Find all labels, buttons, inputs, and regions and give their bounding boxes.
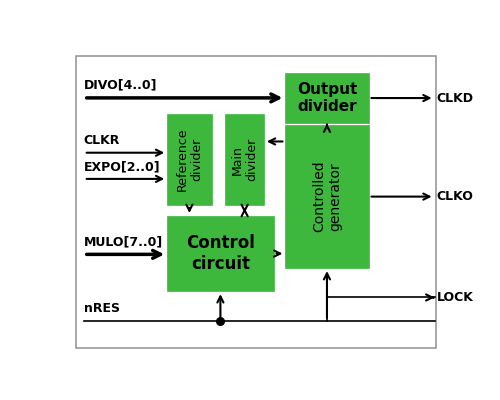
Bar bbox=[286, 73, 368, 124]
Text: CLKD: CLKD bbox=[436, 92, 474, 104]
Text: Control
circuit: Control circuit bbox=[186, 234, 255, 273]
Text: Reference
divider: Reference divider bbox=[176, 128, 204, 192]
Text: EXPO[2..0]: EXPO[2..0] bbox=[84, 160, 160, 173]
Text: CLKR: CLKR bbox=[84, 134, 120, 147]
Bar bbox=[286, 125, 368, 268]
Text: Output
divider: Output divider bbox=[297, 82, 357, 114]
Text: DIVO[4..0]: DIVO[4..0] bbox=[84, 79, 158, 92]
Text: MULO[7..0]: MULO[7..0] bbox=[84, 236, 163, 249]
Bar bbox=[167, 114, 212, 205]
Text: LOCK: LOCK bbox=[436, 291, 474, 304]
Text: Main
divider: Main divider bbox=[230, 138, 258, 181]
Text: CLKO: CLKO bbox=[436, 190, 474, 203]
Bar bbox=[225, 114, 264, 205]
Text: nRES: nRES bbox=[84, 302, 120, 315]
Bar bbox=[167, 216, 274, 291]
Text: Controlled
generator: Controlled generator bbox=[312, 161, 342, 232]
